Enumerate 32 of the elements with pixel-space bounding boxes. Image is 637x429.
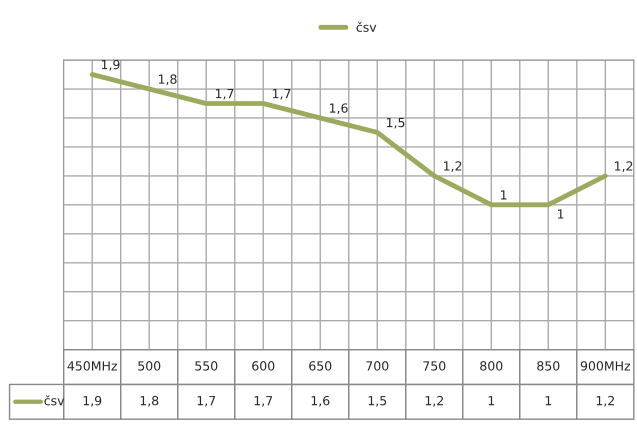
x-tick-label: 850 [537,361,560,371]
x-tick-label: 750 [423,361,446,371]
text: 1,8 [158,74,177,86]
text: 1 [558,209,564,219]
text: 1,2 [444,161,462,172]
text: 1,2 [615,161,632,172]
data-label: 1,8 [140,396,158,407]
data-label: 1,9 [84,396,102,407]
text: 1 [500,190,506,200]
x-tick-label: 700 [366,361,388,371]
data-label: 1,7 [198,396,216,407]
text: 1,5 [386,118,404,129]
data-label: 1 [488,396,494,406]
data-label: 1,7 [254,396,272,407]
data-label: 1 [546,396,552,406]
legend-label: čsv [356,22,376,32]
text: 1,7 [272,89,290,100]
x-tick-label: 600 [252,361,274,371]
text: čsv [44,395,64,406]
text: 1,6 [330,103,348,114]
x-tick-label: 550 [195,361,218,371]
text: 1,7 [216,89,234,100]
x-tick-label: 450MHz [68,361,117,371]
data-label: 1,2 [426,396,443,407]
x-tick-label: 800 [480,361,502,371]
x-tick-label: 900MHz [580,361,630,371]
text: 1,9 [102,60,120,71]
data-label: 1,2 [596,396,614,407]
x-tick-label: 500 [138,361,160,371]
data-label: 1,5 [368,396,386,407]
data-label: 1,6 [312,396,330,407]
x-tick-label: 650 [309,361,332,371]
